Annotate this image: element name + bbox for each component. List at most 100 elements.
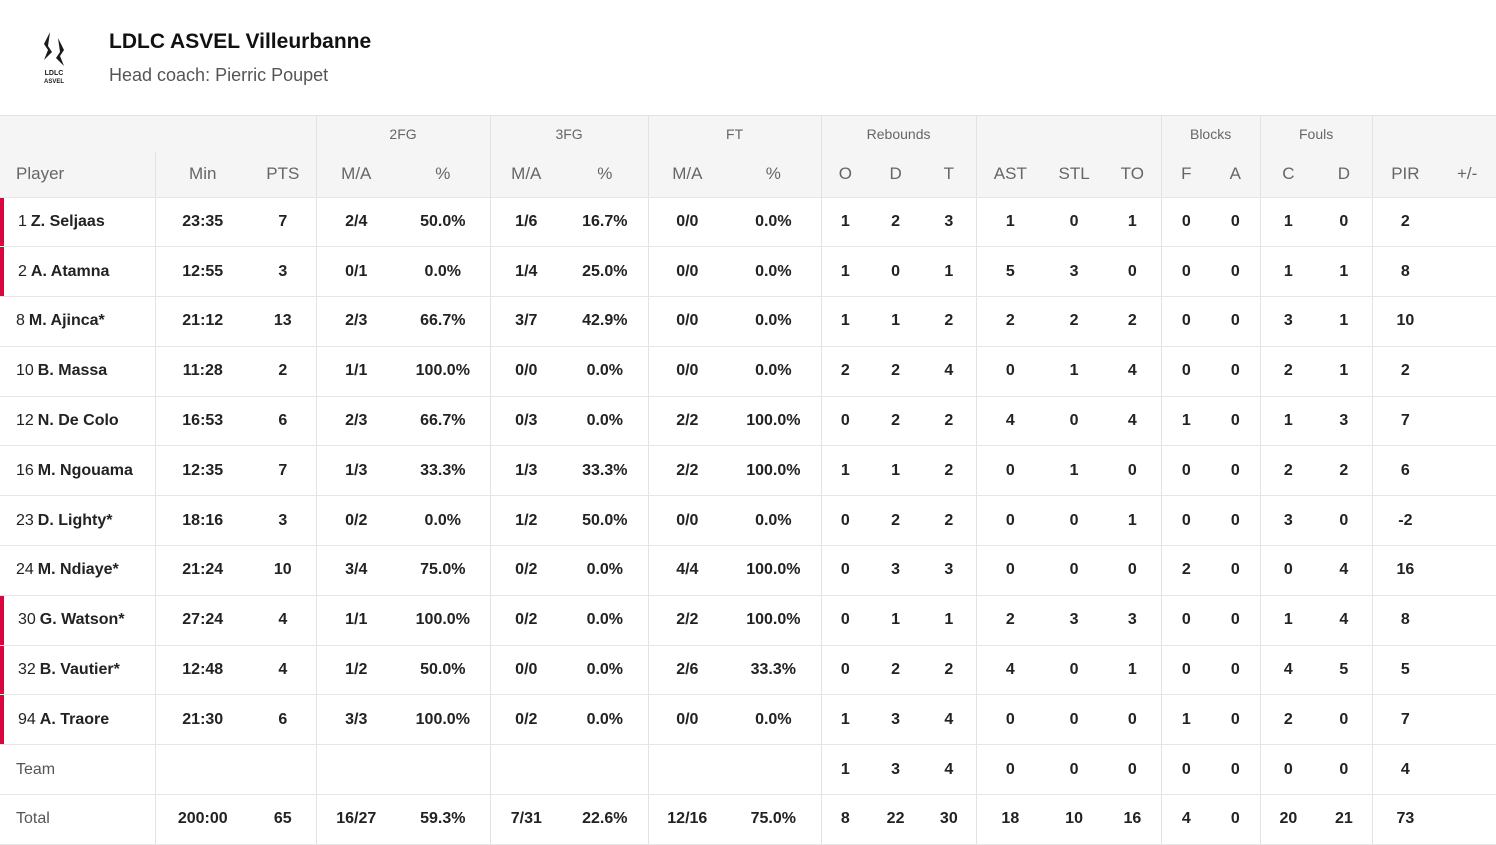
player-name[interactable]: M. Ngouama — [37, 461, 133, 479]
player-name[interactable]: N. De Colo — [37, 412, 119, 430]
col-header-reb-d[interactable]: D — [869, 152, 923, 198]
col-header-reb-o[interactable]: O — [820, 152, 870, 198]
cell-reb-t: 4 — [922, 744, 977, 796]
col-header-2fg-ma[interactable]: M/A — [315, 152, 397, 198]
player-name[interactable]: M. Ndiaye* — [37, 561, 119, 579]
player-cell[interactable]: 16 M. Ngouama — [0, 445, 155, 497]
cell-ft-pct: 0.0% — [726, 197, 822, 248]
col-header-3fg-ma[interactable]: M/A — [489, 152, 563, 198]
cell-2fg-ma: 3/3 — [315, 694, 397, 746]
col-header-plus-minus[interactable]: +/- — [1438, 152, 1496, 198]
player-name[interactable]: A. Traore — [39, 710, 110, 728]
col-header-ft-ma[interactable]: M/A — [647, 152, 727, 198]
cell-reb-d: 2 — [869, 645, 923, 696]
cell-2fg-pct: 0.0% — [396, 495, 491, 547]
player-cell[interactable]: 94 A. Traore — [0, 694, 155, 746]
cell-min — [154, 744, 250, 796]
cell-2fg-pct: 50.0% — [396, 645, 491, 696]
col-header-min[interactable]: Min — [154, 152, 250, 198]
cell-reb-o: 2 — [820, 346, 870, 397]
cell-pts: 13 — [250, 296, 317, 347]
col-header-ft-pct[interactable]: % — [726, 152, 822, 198]
cell-ft-ma: 2/2 — [647, 595, 727, 646]
player-row[interactable]: 12 N. De Colo 16:53 6 2/3 66.7% 0/3 0.0% 2/2 100.… — [0, 396, 1496, 447]
player-cell[interactable]: 10 B. Massa — [0, 346, 155, 397]
player-name[interactable]: B. Vautier* — [39, 661, 120, 679]
cell-blk-f: 1 — [1160, 694, 1212, 746]
col-header-3fg-pct[interactable]: % — [562, 152, 649, 198]
cell-pir: 8 — [1371, 595, 1439, 646]
cell-reb-d: 2 — [869, 495, 923, 547]
col-header-pir[interactable]: PIR — [1371, 152, 1439, 198]
cell-3fg-pct: 0.0% — [562, 396, 649, 447]
player-name[interactable]: M. Ajinca* — [28, 312, 105, 330]
player-cell[interactable]: 8 M. Ajinca* — [0, 296, 155, 347]
player-row[interactable]: 30 G. Watson* 27:24 4 1/1 100.0% 0/2 0.0% 2/2 100… — [0, 595, 1496, 646]
player-row[interactable]: 32 B. Vautier* 12:48 4 1/2 50.0% 0/0 0.0% 2/6 33.… — [0, 645, 1496, 696]
player-cell[interactable]: 1 Z. Seljaas — [0, 197, 155, 248]
cell-3fg-ma: 1/2 — [489, 495, 563, 547]
player-cell[interactable]: 12 N. De Colo — [0, 396, 155, 447]
cell-stl: 10 — [1044, 794, 1105, 845]
player-name[interactable]: B. Massa — [37, 362, 108, 380]
cell-reb-d: 3 — [869, 744, 923, 796]
player-row[interactable]: 16 M. Ngouama 12:35 7 1/3 33.3% 1/3 33.3% 2/2 100… — [0, 445, 1496, 497]
cell-2fg-ma: 1/1 — [315, 346, 397, 397]
cell-blk-a: 0 — [1211, 645, 1261, 696]
col-header-reb-t[interactable]: T — [922, 152, 977, 198]
cell-foul-c: 2 — [1259, 445, 1317, 497]
player-cell[interactable]: 23 D. Lighty* — [0, 495, 155, 547]
cell-plus-minus — [1438, 595, 1496, 646]
asvel-logo-icon: LDLC ASVEL — [44, 32, 64, 85]
player-name[interactable]: D. Lighty* — [37, 511, 113, 529]
col-header-foul-c[interactable]: C — [1259, 152, 1317, 198]
player-cell[interactable]: 24 M. Ndiaye* — [0, 545, 155, 596]
player-row[interactable]: 2 A. Atamna 12:55 3 0/1 0.0% 1/4 25.0% 0/0 0.0% 1 0… — [0, 246, 1496, 298]
group-header-row: 2FG 3FG FT Rebounds Blocks Fouls — [0, 116, 1496, 152]
player-cell[interactable]: 2 A. Atamna — [0, 246, 155, 298]
col-header-blk-f[interactable]: F — [1160, 152, 1212, 198]
player-number: 94 — [18, 710, 36, 728]
player-number: 23 — [16, 511, 34, 529]
team-row: Team 1 3 4 0 0 0 0 0 0 0 4 — [0, 744, 1496, 796]
col-header-ast[interactable]: AST — [975, 152, 1045, 198]
col-header-stl[interactable]: STL — [1044, 152, 1105, 198]
cell-ast: 2 — [975, 296, 1045, 347]
cell-reb-o: 0 — [820, 545, 870, 596]
cell-foul-c: 3 — [1259, 296, 1317, 347]
player-name[interactable]: Z. Seljaas — [30, 212, 105, 230]
table-body: 1 Z. Seljaas 23:35 7 2/4 50.0% 1/6 16.7% 0/0 0.0%… — [0, 197, 1496, 845]
cell-to: 16 — [1104, 794, 1162, 845]
cell-blk-f: 0 — [1160, 197, 1212, 248]
cell-2fg-pct: 50.0% — [396, 197, 491, 248]
col-header-player[interactable]: Player — [0, 152, 155, 198]
col-header-blk-a[interactable]: A — [1211, 152, 1261, 198]
col-header-pts[interactable]: PTS — [250, 152, 317, 198]
player-cell[interactable]: 30 G. Watson* — [0, 595, 155, 646]
cell-reb-o: 1 — [820, 296, 870, 347]
player-row[interactable]: 23 D. Lighty* 18:16 3 0/2 0.0% 1/2 50.0% 0/0 0.0%… — [0, 495, 1496, 547]
cell-blk-a: 0 — [1211, 246, 1261, 298]
cell-2fg-ma: 0/1 — [315, 246, 397, 298]
col-header-foul-d[interactable]: D — [1316, 152, 1373, 198]
cell-foul-d: 0 — [1316, 694, 1373, 746]
cell-ast: 0 — [975, 445, 1045, 497]
player-name[interactable]: G. Watson* — [39, 611, 125, 629]
cell-3fg-pct: 25.0% — [562, 246, 649, 298]
player-row[interactable]: 1 Z. Seljaas 23:35 7 2/4 50.0% 1/6 16.7% 0/0 0.0%… — [0, 197, 1496, 248]
player-row[interactable]: 24 M. Ndiaye* 21:24 10 3/4 75.0% 0/2 0.0% 4/4 100… — [0, 545, 1496, 596]
cell-2fg-pct: 100.0% — [396, 595, 491, 646]
player-row[interactable]: 10 B. Massa 11:28 2 1/1 100.0% 0/0 0.0% 0/0 0.0% 2… — [0, 346, 1496, 397]
player-row[interactable]: 8 M. Ajinca* 21:12 13 2/3 66.7% 3/7 42.9% 0/0 0.0… — [0, 296, 1496, 347]
cell-blk-a: 0 — [1211, 595, 1261, 646]
player-row[interactable]: 94 A. Traore 21:30 6 3/3 100.0% 0/2 0.0% 0/0 0.0%… — [0, 694, 1496, 746]
cell-blk-f: 0 — [1160, 645, 1212, 696]
col-header-to[interactable]: TO — [1104, 152, 1162, 198]
cell-ft-ma: 2/2 — [647, 445, 727, 497]
group-rebounds: Rebounds — [820, 116, 977, 152]
cell-min: 21:24 — [154, 545, 250, 596]
cell-foul-d: 3 — [1316, 396, 1373, 447]
col-header-2fg-pct[interactable]: % — [396, 152, 491, 198]
player-name[interactable]: A. Atamna — [30, 262, 110, 280]
player-cell[interactable]: 32 B. Vautier* — [0, 645, 155, 696]
